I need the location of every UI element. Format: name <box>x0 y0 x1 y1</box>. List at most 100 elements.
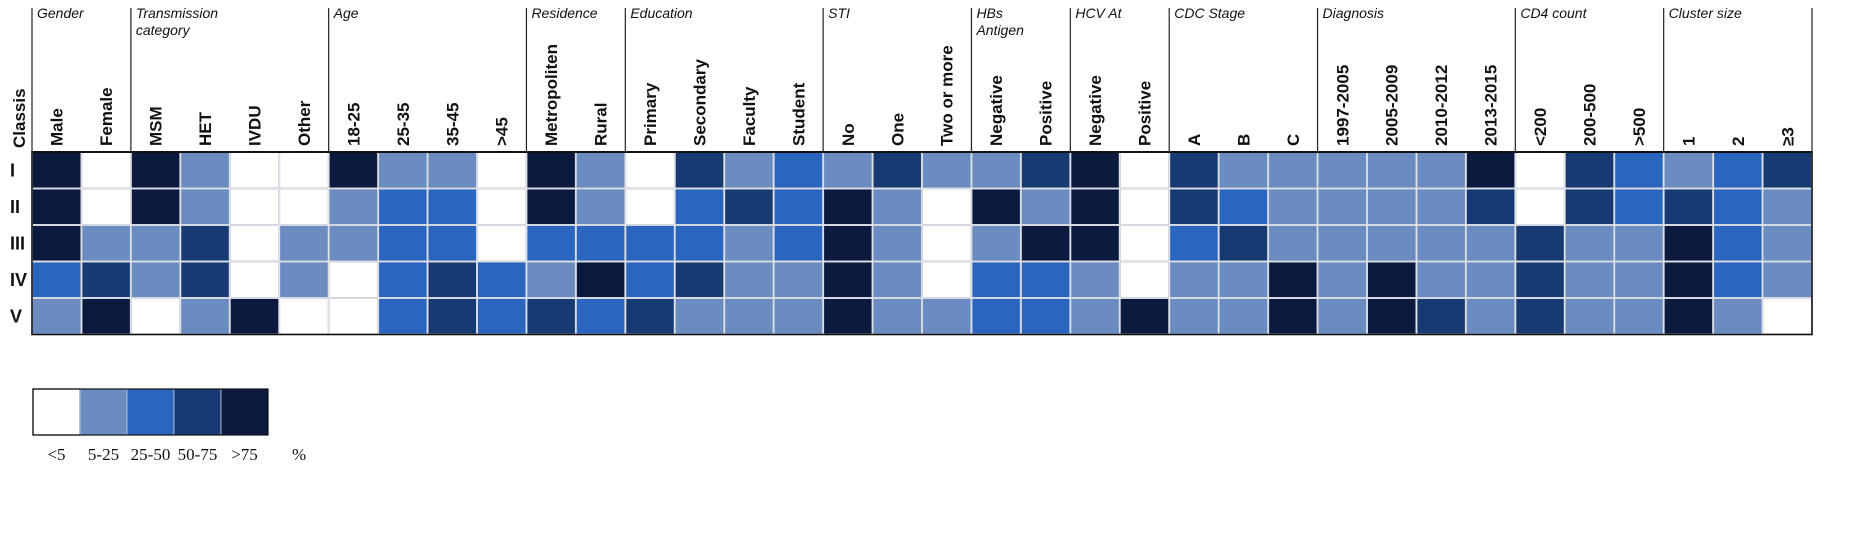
cell-iii-transmission-category-het <box>180 225 230 262</box>
legend-swatch-25-50 <box>126 388 175 436</box>
heatmap-cells <box>31 151 1813 336</box>
column-label-cluster-size-2: 2 <box>1729 137 1748 146</box>
column-label-gender-male: Male <box>48 108 67 146</box>
column-label-age-25-35: 25-35 <box>394 103 413 146</box>
group-title-transmission-category-line-1: Transmission <box>136 5 218 21</box>
group-title-hbs-antigen-line-1: HBs <box>976 5 1002 21</box>
cell-i-sti-no <box>823 152 873 189</box>
cell-v-transmission-category-msm <box>131 298 181 335</box>
group-title-diagnosis: Diagnosis <box>1323 5 1384 21</box>
cell-iii-cluster-size-2 <box>1713 225 1763 262</box>
column-label-transmission-category-msm: MSM <box>147 106 166 146</box>
cell-i-transmission-category-msm <box>131 152 181 189</box>
column-label-education-faculty: Faculty <box>740 86 759 146</box>
row-label-iv: IV <box>10 270 27 290</box>
column-label-sti-no: No <box>839 123 858 146</box>
row-axis-title: Classis <box>10 88 29 148</box>
cell-i-cdc-stage-a <box>1169 152 1219 189</box>
cell-ii-cluster-size-2 <box>1713 188 1763 225</box>
cell-v-education-secondary <box>674 298 725 335</box>
cell-ii-sti-no <box>823 188 873 225</box>
column-label-education-student: Student <box>789 82 808 146</box>
row-label-i: I <box>10 160 15 180</box>
cell-iv-transmission-category-het <box>180 261 230 298</box>
column-label-cluster-size-3: ≥3 <box>1778 127 1797 146</box>
cell-v-residence-metropoliten <box>526 298 576 335</box>
legend-label-lt-5: <5 <box>47 445 65 464</box>
group-title-gender: Gender <box>37 5 85 21</box>
cell-v-residence-rural <box>576 298 626 335</box>
cell-ii-age-45 <box>477 188 527 225</box>
cell-i-diagnosis-2005-2009 <box>1367 152 1417 189</box>
cell-i-transmission-category-het <box>180 152 230 189</box>
cell-iii-age-35-45 <box>427 225 477 262</box>
cell-iv-sti-one <box>872 261 922 298</box>
cell-i-education-primary <box>625 152 675 189</box>
cell-iv-hcv-at-negative <box>1070 261 1120 298</box>
cell-iv-cluster-size-1 <box>1663 261 1713 298</box>
cell-iii-diagnosis-1997-2005 <box>1317 225 1367 262</box>
cell-i-age-18-25 <box>328 152 378 189</box>
cell-ii-cluster-size-1 <box>1663 188 1713 225</box>
group-title-cd4-count: CD4 count <box>1520 5 1587 21</box>
column-label-age-18-25: 18-25 <box>344 103 363 146</box>
cell-iv-hbs-antigen-positive <box>1021 261 1071 298</box>
cell-iii-sti-one <box>872 225 922 262</box>
cell-ii-age-18-25 <box>328 188 378 225</box>
cell-iii-sti-two-or-more <box>922 225 972 262</box>
cell-iii-education-faculty <box>724 225 774 262</box>
legend-label-50-75: 50-75 <box>178 445 218 464</box>
column-label-residence-rural: Rural <box>592 103 611 146</box>
cell-iii-age-45 <box>477 225 527 262</box>
cell-iv-age-45 <box>477 261 527 298</box>
cell-iii-residence-rural <box>576 225 626 262</box>
cell-iii-diagnosis-2010-2012 <box>1416 225 1466 262</box>
column-label-cdc-stage-b: B <box>1234 134 1253 146</box>
cell-i-hcv-at-negative <box>1070 152 1120 189</box>
row-label-v: V <box>10 306 22 326</box>
column-label-cluster-size-1: 1 <box>1679 137 1698 146</box>
cell-v-education-student <box>773 298 823 335</box>
cell-ii-transmission-category-msm <box>131 188 181 225</box>
column-label-cdc-stage-c: C <box>1284 134 1303 146</box>
column-label-hcv-at-negative: Negative <box>1086 75 1105 146</box>
cell-v-diagnosis-2010-2012 <box>1416 298 1466 335</box>
cell-iii-diagnosis-2005-2009 <box>1367 225 1417 262</box>
cell-i-residence-metropoliten <box>526 152 576 189</box>
legend-border <box>32 388 269 436</box>
cell-iv-cd4-count-200-500 <box>1564 261 1615 298</box>
cell-i-residence-rural <box>576 152 626 189</box>
column-label-cd4-count-200: <200 <box>1531 108 1550 146</box>
cell-v-cluster-size-1 <box>1663 298 1713 335</box>
cell-iii-hcv-at-negative <box>1070 225 1120 262</box>
cell-iv-hbs-antigen-negative <box>971 261 1021 298</box>
cell-iii-cdc-stage-c <box>1268 225 1318 262</box>
cell-v-transmission-category-other <box>279 298 329 335</box>
cell-ii-hbs-antigen-positive <box>1021 188 1071 225</box>
cell-ii-cd4-count-200-500 <box>1564 188 1615 225</box>
cell-i-sti-one <box>872 152 922 189</box>
cell-iii-hbs-antigen-negative <box>971 225 1021 262</box>
column-label-education-primary: Primary <box>641 82 660 146</box>
cell-ii-education-primary <box>625 188 675 225</box>
cell-i-cdc-stage-c <box>1268 152 1318 189</box>
cell-ii-residence-rural <box>576 188 626 225</box>
cell-ii-gender-male <box>32 188 82 225</box>
cell-i-gender-female <box>81 152 131 189</box>
cell-ii-sti-two-or-more <box>922 188 972 225</box>
row-label-ii: II <box>10 197 20 217</box>
cell-iii-gender-female <box>81 225 131 262</box>
cell-v-diagnosis-1997-2005 <box>1317 298 1367 335</box>
cell-ii-sti-one <box>872 188 922 225</box>
cell-iii-cdc-stage-a <box>1169 225 1219 262</box>
cell-ii-diagnosis-2010-2012 <box>1416 188 1466 225</box>
cell-iv-cdc-stage-c <box>1268 261 1318 298</box>
column-label-gender-female: Female <box>97 87 116 146</box>
cell-i-cluster-size-1 <box>1663 152 1713 189</box>
group-title-hbs-antigen-line-2: Antigen <box>975 22 1024 38</box>
cell-iv-transmission-category-msm <box>131 261 181 298</box>
cell-iii-cdc-stage-b <box>1218 225 1268 262</box>
cell-v-gender-female <box>81 298 131 335</box>
